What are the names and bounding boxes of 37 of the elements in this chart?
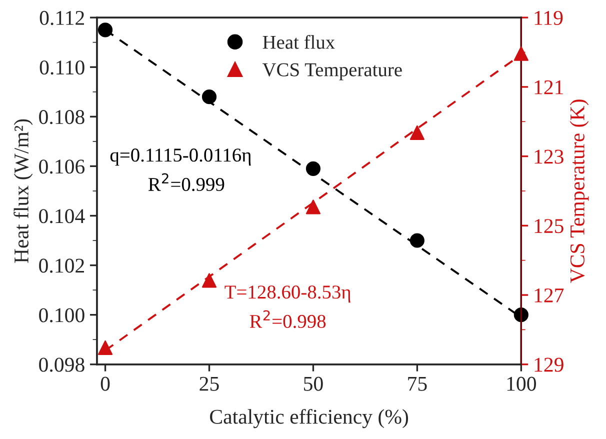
y-tick-label: 0.100 bbox=[39, 308, 84, 322]
point bbox=[306, 200, 321, 214]
x-tick-label: 75 bbox=[408, 376, 427, 391]
y-tick-label: 0.112 bbox=[40, 10, 84, 26]
annotation: R$^{2}$=0.998 bbox=[250, 310, 326, 328]
x-tick-label: 100 bbox=[507, 376, 536, 391]
y-tick-label: 0.102 bbox=[39, 258, 84, 273]
y2-tick-label: 121 bbox=[534, 80, 563, 94]
y-tick-label: 0.098 bbox=[39, 358, 84, 372]
y2-tick-label: 129 bbox=[534, 358, 564, 372]
legend-label: Heat flux bbox=[262, 34, 335, 49]
annotation: q=0.1115-0.0116η bbox=[110, 148, 251, 166]
y2-tick-label: 125 bbox=[534, 219, 564, 234]
y-tick-label: 0.106 bbox=[39, 160, 85, 174]
annotation: T=128.60-8.53η bbox=[224, 286, 350, 303]
point bbox=[306, 161, 321, 176]
x-tick-label: 50 bbox=[304, 376, 323, 391]
point bbox=[202, 273, 217, 288]
legend-label: VCS Temperature bbox=[262, 63, 402, 80]
point bbox=[98, 340, 113, 356]
y-tick-label: 0.110 bbox=[40, 60, 84, 75]
y2-tick-label: 123 bbox=[534, 150, 564, 164]
y2-tick-label: 127 bbox=[534, 288, 564, 302]
point bbox=[202, 90, 217, 104]
point bbox=[410, 125, 424, 140]
x-tick-label: 0 bbox=[100, 376, 110, 391]
x-tick-label: 25 bbox=[200, 376, 219, 391]
y-tick-label: 0.108 bbox=[39, 110, 84, 124]
y2-tick-label: 119 bbox=[534, 10, 563, 25]
y-axis-title: Heat flux (W/m²) bbox=[14, 119, 33, 263]
point bbox=[410, 233, 424, 248]
x-axis-title: Catalytic efficiency (%) bbox=[210, 408, 408, 428]
annotation: R$^{2}$=0.999 bbox=[148, 173, 224, 192]
y-tick-label: 0.104 bbox=[39, 209, 85, 224]
y2-axis-title: VCS Temperature (K) bbox=[570, 100, 589, 283]
point bbox=[98, 22, 113, 38]
point bbox=[514, 46, 528, 61]
